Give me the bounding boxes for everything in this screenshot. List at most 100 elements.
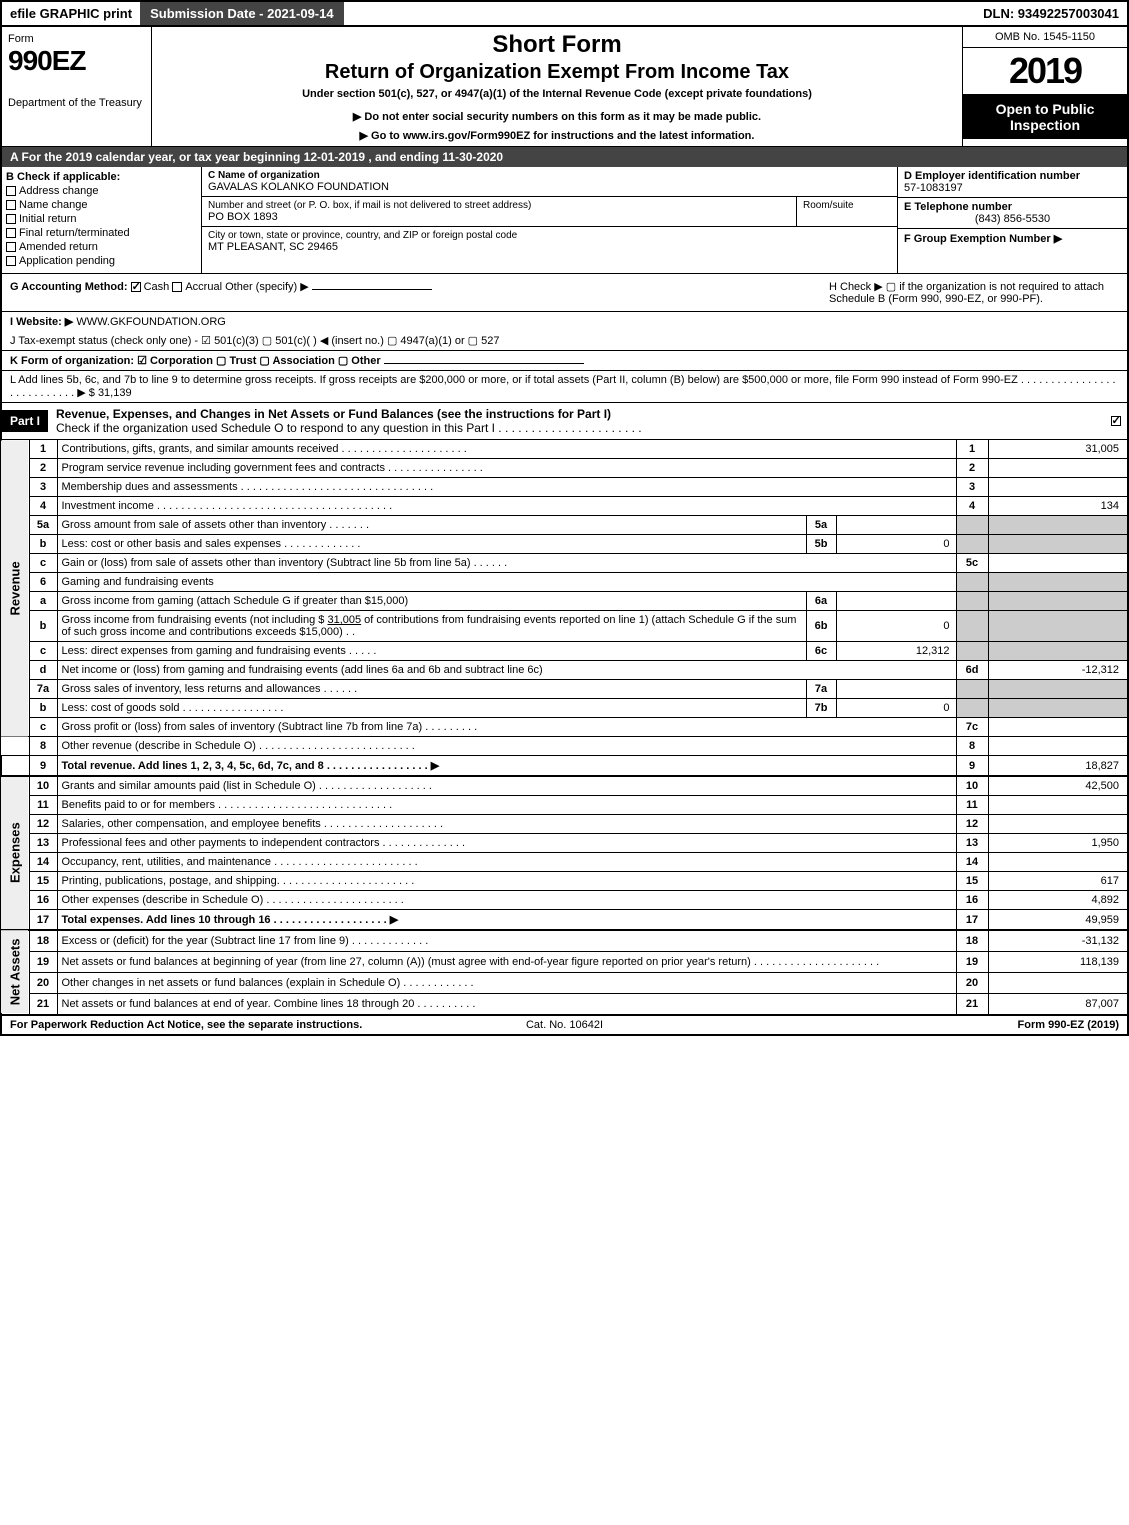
table-row: 3 Membership dues and assessments . . . … — [1, 478, 1128, 497]
table-row: 6 Gaming and fundraising events — [1, 573, 1128, 592]
table-row: 19 Net assets or fund balances at beginn… — [1, 951, 1128, 972]
f-group-exemption: F Group Exemption Number ▶ — [898, 229, 1127, 248]
chk-accrual[interactable] — [172, 282, 182, 292]
footer-right: Form 990-EZ (2019) — [749, 1019, 1119, 1031]
org-name: GAVALAS KOLANKO FOUNDATION — [208, 181, 891, 193]
ln-12: 12 — [29, 815, 57, 834]
sl-7a: 7a — [806, 680, 836, 699]
desc-2: Program service revenue including govern… — [57, 459, 956, 478]
ln-21: 21 — [29, 993, 57, 1014]
sv-6c: 12,312 — [836, 642, 956, 661]
section-j: J Tax-exempt status (check only one) - ☑… — [0, 331, 1129, 351]
table-row: b Less: cost or other basis and sales ex… — [1, 535, 1128, 554]
desc-1: Contributions, gifts, grants, and simila… — [57, 440, 956, 459]
amt-6a-shade — [988, 592, 1128, 611]
desc-6d: Net income or (loss) from gaming and fun… — [57, 661, 956, 680]
table-row: 14 Occupancy, rent, utilities, and maint… — [1, 853, 1128, 872]
amended-label: Amended return — [19, 241, 98, 253]
nc-11: 11 — [956, 796, 988, 815]
chk-application-pending[interactable]: Application pending — [6, 255, 197, 267]
vtab-expenses: Expenses — [1, 776, 29, 930]
vtab-netassets: Net Assets — [1, 930, 29, 1014]
section-def: D Employer identification number 57-1083… — [897, 167, 1127, 273]
desc-4: Investment income . . . . . . . . . . . … — [57, 497, 956, 516]
nc-18: 18 — [956, 930, 988, 951]
d-label: D Employer identification number — [904, 170, 1121, 182]
part1-checkbox[interactable] — [1107, 415, 1127, 427]
ln-11: 11 — [29, 796, 57, 815]
nc-1: 1 — [956, 440, 988, 459]
ln-7c: c — [29, 718, 57, 737]
f-label: F Group Exemption Number ▶ — [904, 233, 1062, 245]
dept-label: Department of the Treasury — [8, 97, 145, 109]
l6b-pre: Gross income from fundraising events (no… — [62, 614, 328, 626]
city-value: MT PLEASANT, SC 29465 — [208, 241, 891, 253]
ln-3: 3 — [29, 478, 57, 497]
table-row: 7a Gross sales of inventory, less return… — [1, 680, 1128, 699]
table-row: c Gain or (loss) from sale of assets oth… — [1, 554, 1128, 573]
section-gh: G Accounting Method: Cash Accrual Other … — [0, 274, 1129, 312]
table-row: Net Assets 18 Excess or (deficit) for th… — [1, 930, 1128, 951]
initial-label: Initial return — [19, 213, 76, 225]
website-value[interactable]: WWW.GKFOUNDATION.ORG — [76, 316, 226, 328]
desc-6b: Gross income from fundraising events (no… — [57, 611, 806, 642]
nc-6-shade — [956, 573, 988, 592]
table-row: b Less: cost of goods sold . . . . . . .… — [1, 699, 1128, 718]
table-row: 9 Total revenue. Add lines 1, 2, 3, 4, 5… — [1, 756, 1128, 777]
table-row: 11 Benefits paid to or for members . . .… — [1, 796, 1128, 815]
amt-18: -31,132 — [988, 930, 1128, 951]
footer-center: Cat. No. 10642I — [380, 1019, 750, 1031]
desc-6: Gaming and fundraising events — [57, 573, 956, 592]
table-row: 16 Other expenses (describe in Schedule … — [1, 891, 1128, 910]
ln-14: 14 — [29, 853, 57, 872]
amt-3 — [988, 478, 1128, 497]
amt-6c-shade — [988, 642, 1128, 661]
subtitle: Under section 501(c), 527, or 4947(a)(1)… — [162, 88, 952, 100]
ln-19: 19 — [29, 951, 57, 972]
chk-final-return[interactable]: Final return/terminated — [6, 227, 197, 239]
ln-15: 15 — [29, 872, 57, 891]
dln-label: DLN: 93492257003041 — [975, 2, 1127, 25]
amt-12 — [988, 815, 1128, 834]
amt-6d: -12,312 — [988, 661, 1128, 680]
room-cell: Room/suite — [797, 197, 897, 226]
nc-16: 16 — [956, 891, 988, 910]
ln-4: 4 — [29, 497, 57, 516]
chk-name-change[interactable]: Name change — [6, 199, 197, 211]
chk-address-change[interactable]: Address change — [6, 185, 197, 197]
nc-20: 20 — [956, 972, 988, 993]
efile-label[interactable]: efile GRAPHIC print — [2, 2, 140, 25]
desc-13: Professional fees and other payments to … — [57, 834, 956, 853]
section-bcdef: B Check if applicable: Address change Na… — [0, 167, 1129, 274]
section-g: G Accounting Method: Cash Accrual Other … — [10, 280, 829, 305]
table-row: c Gross profit or (loss) from sales of i… — [1, 718, 1128, 737]
amt-10: 42,500 — [988, 776, 1128, 796]
ln-9: 9 — [29, 756, 57, 777]
d-value: 57-1083197 — [904, 182, 1121, 194]
sv-6b: 0 — [836, 611, 956, 642]
e-value: (843) 856-5530 — [904, 213, 1121, 225]
nc-17: 17 — [956, 910, 988, 931]
b-check-label: B Check if applicable: — [6, 171, 197, 183]
title-short-form: Short Form — [162, 31, 952, 59]
goto-link[interactable]: ▶ Go to www.irs.gov/Form990EZ for instru… — [162, 129, 952, 142]
part1-title-text: Revenue, Expenses, and Changes in Net As… — [56, 407, 611, 421]
amt-1: 31,005 — [988, 440, 1128, 459]
k-other-line[interactable] — [384, 363, 584, 364]
nc-6c-shade — [956, 642, 988, 661]
addr-cell: Number and street (or P. O. box, if mail… — [202, 197, 797, 226]
ln-5b: b — [29, 535, 57, 554]
amt-7b-shade — [988, 699, 1128, 718]
vtab-revenue: Revenue — [1, 440, 29, 737]
desc-10: Grants and similar amounts paid (list in… — [57, 776, 956, 796]
chk-initial-return[interactable]: Initial return — [6, 213, 197, 225]
amt-15: 617 — [988, 872, 1128, 891]
ln-6c: c — [29, 642, 57, 661]
ln-6b: b — [29, 611, 57, 642]
chk-cash[interactable] — [131, 282, 141, 292]
chk-amended-return[interactable]: Amended return — [6, 241, 197, 253]
other-specify-line[interactable] — [312, 289, 432, 290]
desc-3: Membership dues and assessments . . . . … — [57, 478, 956, 497]
table-row: Revenue 1 Contributions, gifts, grants, … — [1, 440, 1128, 459]
pending-label: Application pending — [19, 255, 115, 267]
